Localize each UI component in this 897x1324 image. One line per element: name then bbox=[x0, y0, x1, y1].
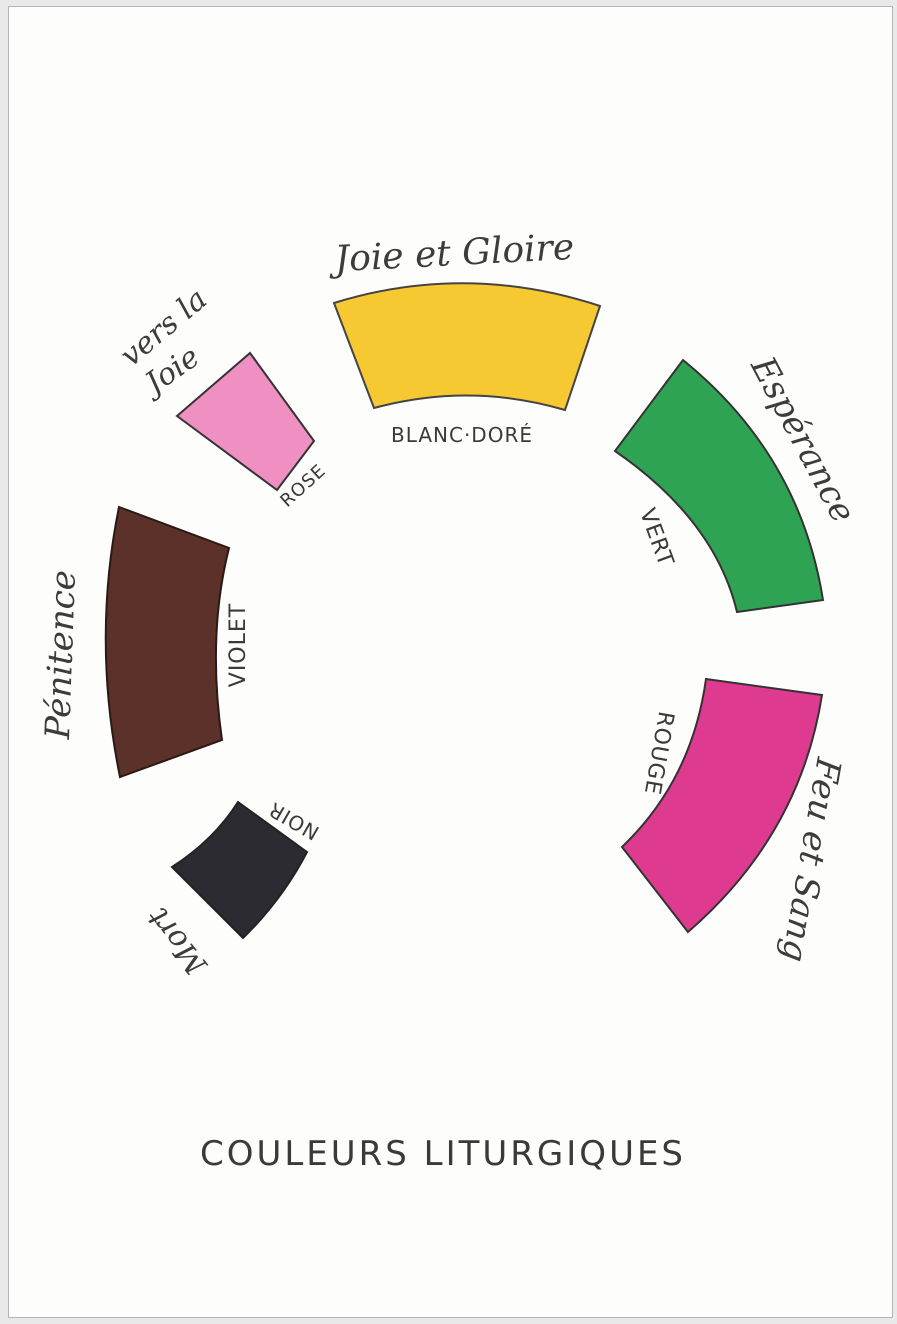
segment-rouge bbox=[620, 677, 824, 934]
segment-rose bbox=[175, 351, 316, 492]
page-title: COULEURS LITURGIQUES bbox=[200, 1134, 686, 1174]
meaning-penitence: Pénitence bbox=[38, 569, 84, 740]
segment-vert bbox=[613, 358, 825, 614]
label-blanc-dore: BLANC·DORÉ bbox=[391, 423, 533, 447]
segment-violet bbox=[104, 505, 231, 779]
label-violet: VIOLET bbox=[226, 603, 251, 687]
segment-blanc-dore bbox=[332, 282, 602, 412]
meaning-mort: Mort bbox=[140, 900, 215, 982]
meaning-joie-et-gloire: Joie et Gloire bbox=[327, 227, 575, 281]
segment-noir bbox=[170, 800, 309, 940]
label-vert: VERT bbox=[634, 505, 678, 570]
